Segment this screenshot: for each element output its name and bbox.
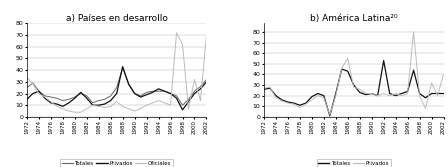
Title: a) Países en desarrollo: a) Países en desarrollo: [66, 14, 168, 23]
Title: b) América Latina²⁰: b) América Latina²⁰: [310, 14, 397, 23]
Legend: Totales, Privados, Oficiales: Totales, Privados, Oficiales: [60, 159, 173, 167]
Legend: Totales, Privados: Totales, Privados: [317, 159, 391, 167]
